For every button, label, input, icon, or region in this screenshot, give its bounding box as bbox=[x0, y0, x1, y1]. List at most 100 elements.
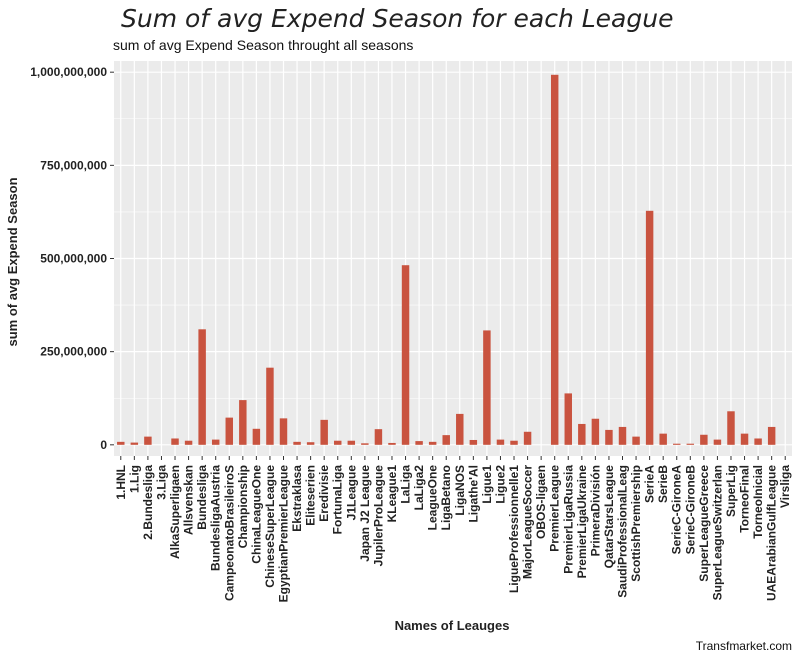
x-tick-label: CampeonatoBrasileiroS bbox=[222, 465, 236, 601]
y-tick-label: 1,000,000,000 bbox=[30, 65, 107, 79]
x-tick-label: PremierLigaRussia bbox=[561, 465, 575, 574]
x-tick-label: Bundesliga bbox=[195, 465, 209, 530]
x-tick-label: Ligathe'Al bbox=[466, 465, 480, 523]
bar bbox=[320, 419, 328, 445]
x-tick-label: Ekstraklasa bbox=[290, 465, 304, 532]
x-tick-label: LaLiga bbox=[399, 465, 413, 504]
bar bbox=[347, 440, 356, 445]
x-tick-label: Allsvenskan bbox=[182, 465, 196, 535]
bar bbox=[401, 265, 410, 445]
bar bbox=[211, 439, 220, 445]
x-tick-label: QatarStarsLeague bbox=[602, 465, 616, 569]
bar bbox=[171, 438, 179, 445]
x-tick-label: LeagueOne bbox=[426, 465, 440, 531]
bar bbox=[767, 426, 776, 445]
bar bbox=[117, 441, 125, 445]
x-tick-label: Japan J2 League bbox=[358, 465, 372, 562]
bar bbox=[130, 442, 139, 445]
x-tick-label: AlkaSuperligaen bbox=[168, 465, 182, 559]
x-tick-label: JupilerProLeague bbox=[371, 465, 385, 567]
x-tick-label: Eredivisie bbox=[317, 465, 331, 522]
x-tick-label: 1.HNL bbox=[114, 465, 128, 500]
y-tick-label: 250,000,000 bbox=[40, 345, 107, 359]
x-tick-label: 1.Lig bbox=[127, 465, 141, 493]
bar bbox=[144, 436, 152, 445]
x-tick-label: SerieC-GironeB bbox=[683, 465, 697, 555]
y-tick-label: 0 bbox=[100, 438, 107, 452]
bar bbox=[252, 428, 261, 445]
bar bbox=[388, 442, 396, 445]
y-tick-label: 500,000,000 bbox=[40, 252, 107, 266]
bar bbox=[361, 443, 369, 445]
bar bbox=[225, 417, 233, 445]
x-tick-label: LigueProfessionnelle1 bbox=[507, 465, 521, 593]
bar bbox=[306, 442, 315, 445]
x-tick-label: UAEArabianGulfLeague bbox=[765, 465, 779, 601]
bar bbox=[618, 426, 627, 445]
bar bbox=[645, 210, 654, 445]
bar bbox=[578, 423, 586, 445]
x-tick-label: 3.Liga bbox=[154, 465, 168, 500]
bar bbox=[754, 438, 762, 445]
bar bbox=[564, 393, 572, 445]
x-tick-label: SerieC-GironeA bbox=[670, 465, 684, 555]
x-axis-title: Names of Leauges bbox=[395, 618, 510, 633]
bar bbox=[659, 433, 667, 445]
bar bbox=[293, 441, 301, 445]
x-axis: 1.HNL 1.Lig 2.Bundesliga 3.Liga AlkaSuperlig… bbox=[114, 456, 792, 602]
grid-minor bbox=[114, 118, 792, 399]
x-tick-label: 2.Bundesliga bbox=[141, 465, 155, 540]
x-tick-label: TorneoFinal bbox=[738, 465, 752, 533]
y-axis: 0 250,000,000 500,000,000 750,000,000 1,000,… bbox=[30, 65, 114, 452]
x-tick-label: J1League bbox=[344, 465, 358, 521]
x-tick-label: LaLiga2 bbox=[412, 465, 426, 511]
bar bbox=[727, 411, 735, 445]
bar bbox=[279, 418, 288, 445]
bar bbox=[198, 329, 206, 445]
bar bbox=[456, 413, 464, 445]
bar bbox=[673, 443, 681, 445]
bar bbox=[740, 433, 749, 445]
x-tick-label: LigaNOS bbox=[453, 465, 467, 516]
bar bbox=[700, 434, 708, 445]
x-tick-label: Eliteserien bbox=[304, 465, 318, 526]
chart-title: Sum of avg Expend Season for each League bbox=[121, 4, 673, 33]
bar bbox=[239, 400, 247, 445]
grid-major bbox=[114, 61, 792, 456]
bars bbox=[117, 74, 776, 445]
x-tick-label: FortunaLiga bbox=[331, 465, 345, 535]
bar bbox=[442, 435, 450, 445]
x-tick-label: SuperLeagueSwitzerlan bbox=[710, 465, 724, 600]
x-tick-label: SerieB bbox=[656, 465, 670, 503]
bar bbox=[510, 440, 518, 445]
x-tick-label: KLeague1 bbox=[385, 465, 399, 523]
bar bbox=[632, 436, 640, 445]
bar bbox=[334, 440, 342, 445]
source-caption: Transfmarket.com bbox=[696, 639, 792, 653]
x-tick-label: ChineseSuperLeague bbox=[263, 465, 277, 588]
x-tick-label: MajorLeagueSoccer bbox=[521, 465, 535, 579]
x-tick-label: TorneoInicial bbox=[751, 465, 765, 539]
bar bbox=[591, 418, 600, 445]
bar bbox=[415, 441, 423, 445]
bar bbox=[713, 439, 722, 445]
x-tick-label: PremierLeague bbox=[548, 465, 562, 552]
bar bbox=[374, 429, 383, 445]
x-tick-label: Championship bbox=[236, 465, 250, 548]
x-tick-label: LigaBetano bbox=[439, 465, 453, 530]
bar bbox=[523, 431, 532, 445]
bar bbox=[184, 440, 193, 445]
bar bbox=[496, 439, 505, 445]
x-tick-label: Ligue2 bbox=[493, 465, 507, 504]
bar bbox=[469, 439, 478, 445]
chart-subtitle: sum of avg Expend Season throught all se… bbox=[113, 37, 413, 53]
x-tick-label: BundesligaAustria bbox=[209, 465, 223, 571]
x-tick-label: PremierLigaUkraine bbox=[575, 465, 589, 579]
x-tick-label: SaudiProfessionalLeag bbox=[616, 465, 630, 598]
x-tick-label: ScottishPremiership bbox=[629, 465, 643, 582]
x-tick-label: ChinaLeagueOne bbox=[249, 465, 263, 564]
bar bbox=[550, 74, 559, 445]
bar bbox=[483, 330, 491, 445]
x-tick-label: EgyptianPremierLeague bbox=[277, 465, 291, 603]
